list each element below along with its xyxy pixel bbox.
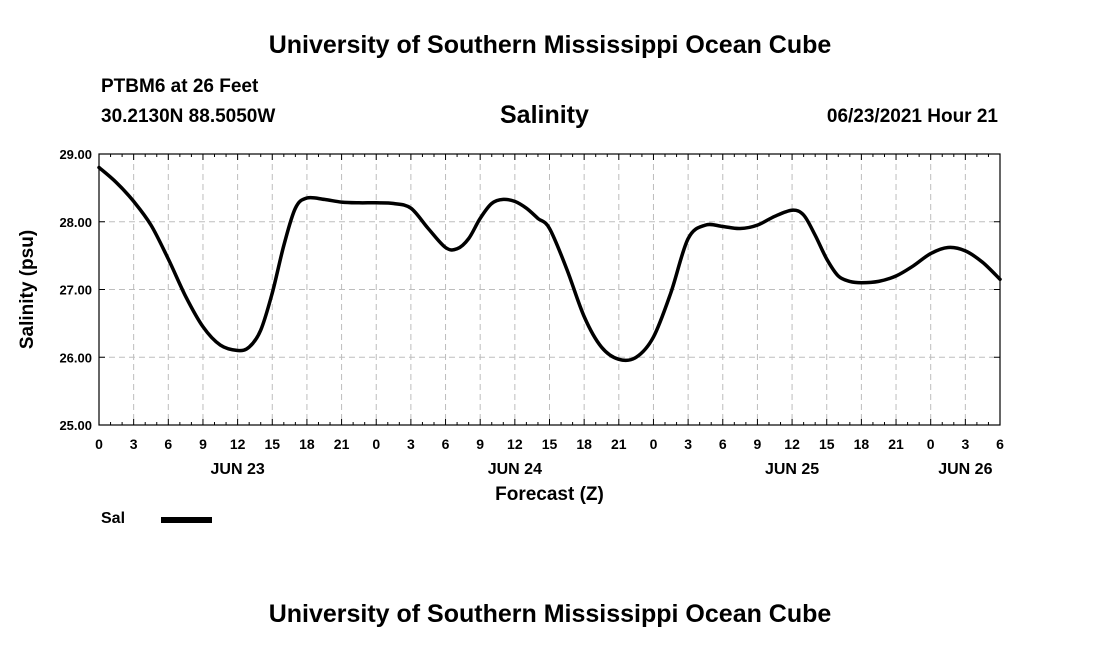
x-tick-label: 12	[507, 436, 523, 452]
x-tick-label: 6	[164, 436, 172, 452]
x-tick-label: 21	[888, 436, 904, 452]
x-tick-label: 21	[611, 436, 627, 452]
x-tick-label: 9	[476, 436, 484, 452]
x-tick-label: 0	[95, 436, 103, 452]
x-tick-label: 15	[819, 436, 835, 452]
y-tick-label: 28.00	[59, 215, 92, 230]
x-tick-label: 15	[264, 436, 280, 452]
y-axis-title: Salinity (psu)	[17, 230, 38, 349]
day-label: JUN 26	[938, 461, 992, 478]
chart-title: Salinity	[500, 101, 589, 129]
y-tick-label: 29.00	[59, 147, 92, 162]
series-layer	[97, 165, 1002, 363]
x-tick-label: 6	[719, 436, 727, 452]
day-label: JUN 23	[210, 461, 264, 478]
grid-lines	[99, 154, 1000, 425]
y-tick-label: 25.00	[59, 418, 92, 433]
station-label: PTBM6 at 26 Feet	[101, 76, 259, 97]
x-tick-label: 6	[442, 436, 450, 452]
day-label: JUN 25	[765, 461, 819, 478]
coordinates-label: 30.2130N 88.5050W	[101, 106, 276, 127]
x-tick-label: 9	[754, 436, 762, 452]
x-tick-label: 9	[199, 436, 207, 452]
x-tick-label: 12	[784, 436, 800, 452]
bottom-title: University of Southern Mississippi Ocean…	[268, 600, 832, 628]
x-tick-label: 15	[542, 436, 558, 452]
top-title: University of Southern Mississippi Ocean…	[268, 31, 832, 59]
forecast-timestamp: 06/23/2021 Hour 21	[826, 106, 998, 127]
x-tick-label: 0	[372, 436, 380, 452]
plot-frame	[98, 153, 1001, 426]
tick-labels: 25.00 26.00 27.00 28.00 29.00 0 3 6 9 12 15 18 21 0 3 6…	[59, 147, 1004, 478]
x-tick-label: 3	[130, 436, 138, 452]
x-tick-label: 18	[299, 436, 315, 452]
y-tick-label: 26.00	[59, 350, 92, 365]
x-tick-label: 12	[230, 436, 246, 452]
x-tick-label: 0	[927, 436, 935, 452]
day-label: JUN 24	[488, 461, 542, 478]
x-tick-label: 3	[961, 436, 969, 452]
x-axis-title: Forecast (Z)	[495, 484, 604, 505]
x-tick-label: 3	[407, 436, 415, 452]
x-tick-label: 18	[576, 436, 592, 452]
x-tick-label: 18	[854, 436, 870, 452]
y-tick-label: 27.00	[59, 283, 92, 298]
x-tick-label: 6	[996, 436, 1004, 452]
x-tick-label: 0	[650, 436, 658, 452]
x-tick-label: 21	[334, 436, 350, 452]
series-line-sal	[97, 165, 1002, 363]
legend-label: Sal	[101, 510, 126, 527]
x-tick-label: 3	[684, 436, 692, 452]
legend-swatch	[161, 517, 212, 523]
